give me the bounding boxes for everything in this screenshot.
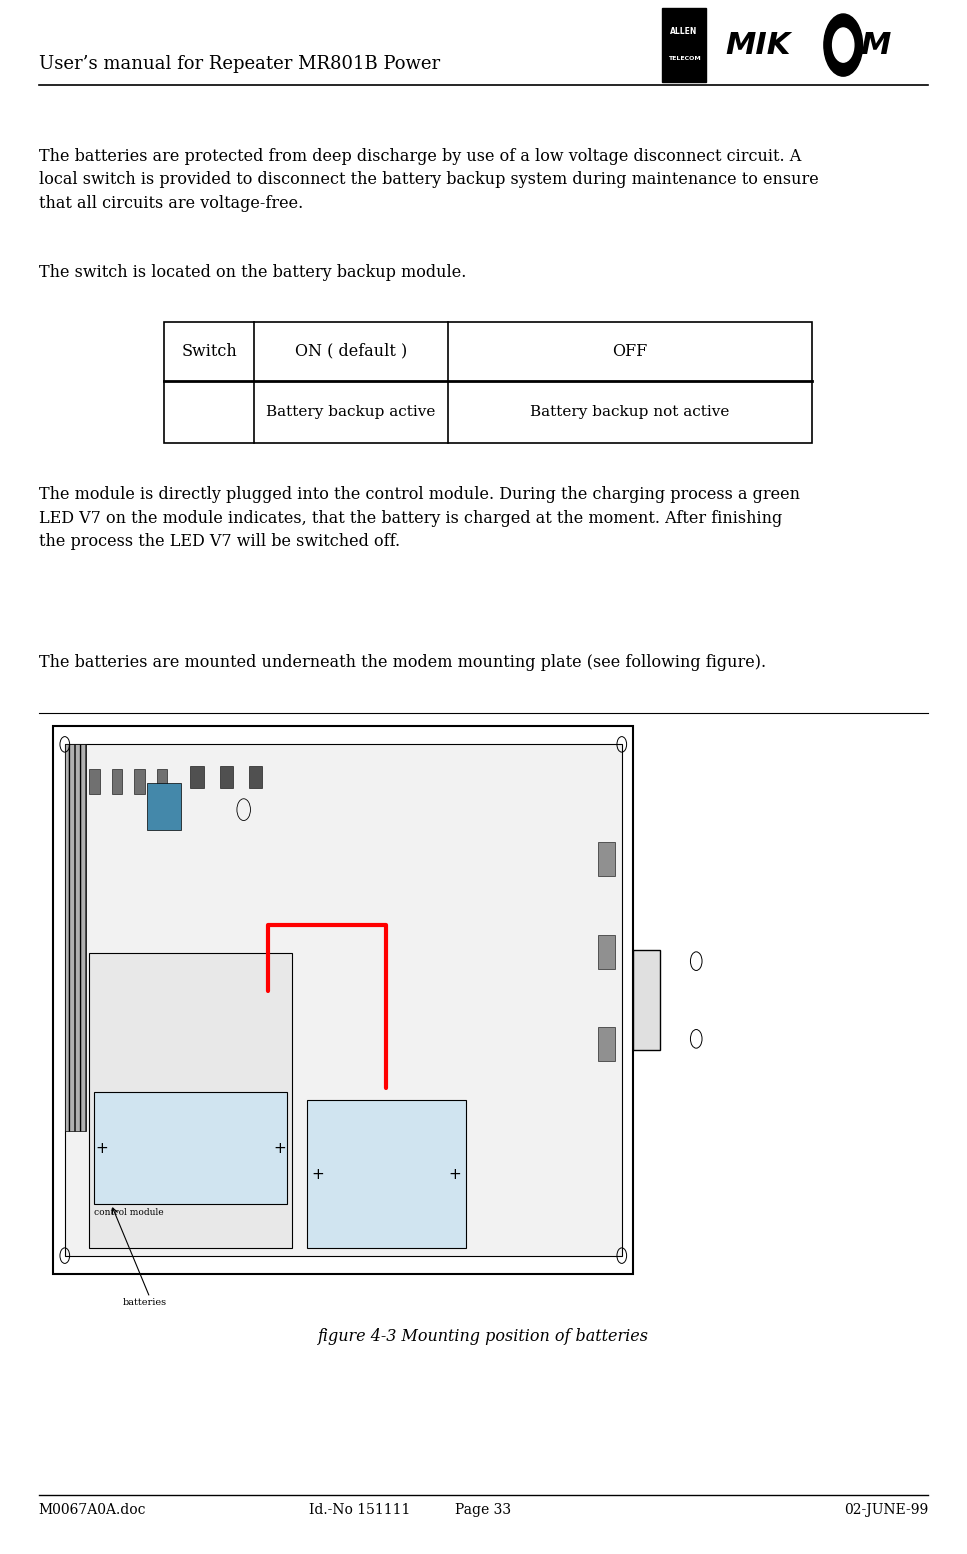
Text: Switch: Switch <box>182 343 237 359</box>
Bar <box>220 766 233 788</box>
Text: The module is directly plugged into the control module. During the charging proc: The module is directly plugged into the … <box>39 486 800 550</box>
Bar <box>598 1027 615 1061</box>
Text: Battery backup not active: Battery backup not active <box>530 404 730 420</box>
Text: M0067A0A.doc: M0067A0A.doc <box>39 1503 146 1517</box>
Text: +: + <box>311 1167 325 1181</box>
Text: User’s manual for Repeater MR801B Power: User’s manual for Repeater MR801B Power <box>39 54 440 73</box>
Bar <box>164 322 812 443</box>
Circle shape <box>833 28 854 62</box>
Text: +: + <box>273 1141 286 1156</box>
Text: The switch is located on the battery backup module.: The switch is located on the battery bac… <box>39 264 466 281</box>
Bar <box>65 744 86 1131</box>
Text: Id.-No 151111: Id.-No 151111 <box>309 1503 411 1517</box>
Text: 02-JUNE-99: 02-JUNE-99 <box>844 1503 928 1517</box>
Text: +: + <box>95 1141 108 1156</box>
Bar <box>157 769 167 794</box>
Bar <box>249 766 262 788</box>
Bar <box>94 1092 287 1204</box>
Bar <box>65 744 622 1256</box>
Text: TELECOM: TELECOM <box>668 56 700 61</box>
Text: OFF: OFF <box>612 343 648 359</box>
Bar <box>598 936 615 970</box>
Bar <box>307 1100 466 1248</box>
Text: figure 4-3 Mounting position of batteries: figure 4-3 Mounting position of batterie… <box>318 1329 649 1344</box>
Text: Battery backup active: Battery backup active <box>266 404 436 420</box>
Text: The batteries are mounted underneath the modem mounting plate (see following fig: The batteries are mounted underneath the… <box>39 654 766 671</box>
Bar <box>633 951 660 1051</box>
Text: The batteries are protected from deep discharge by use of a low voltage disconne: The batteries are protected from deep di… <box>39 148 818 211</box>
Bar <box>598 842 615 876</box>
Bar <box>89 769 100 794</box>
Text: Page 33: Page 33 <box>455 1503 512 1517</box>
Bar <box>147 783 181 830</box>
Text: batteries: batteries <box>123 1298 167 1307</box>
Bar <box>662 8 706 82</box>
Circle shape <box>824 14 863 76</box>
Bar <box>190 766 204 788</box>
Bar <box>53 726 633 1274</box>
Text: M: M <box>861 31 891 59</box>
Text: +: + <box>448 1167 461 1181</box>
Bar <box>111 769 122 794</box>
Bar <box>89 953 292 1248</box>
Text: ALLEN: ALLEN <box>670 26 698 36</box>
Text: control module: control module <box>94 1207 163 1217</box>
Bar <box>134 769 145 794</box>
Text: MIK: MIK <box>725 31 791 59</box>
Text: ON ( default ): ON ( default ) <box>295 343 407 359</box>
